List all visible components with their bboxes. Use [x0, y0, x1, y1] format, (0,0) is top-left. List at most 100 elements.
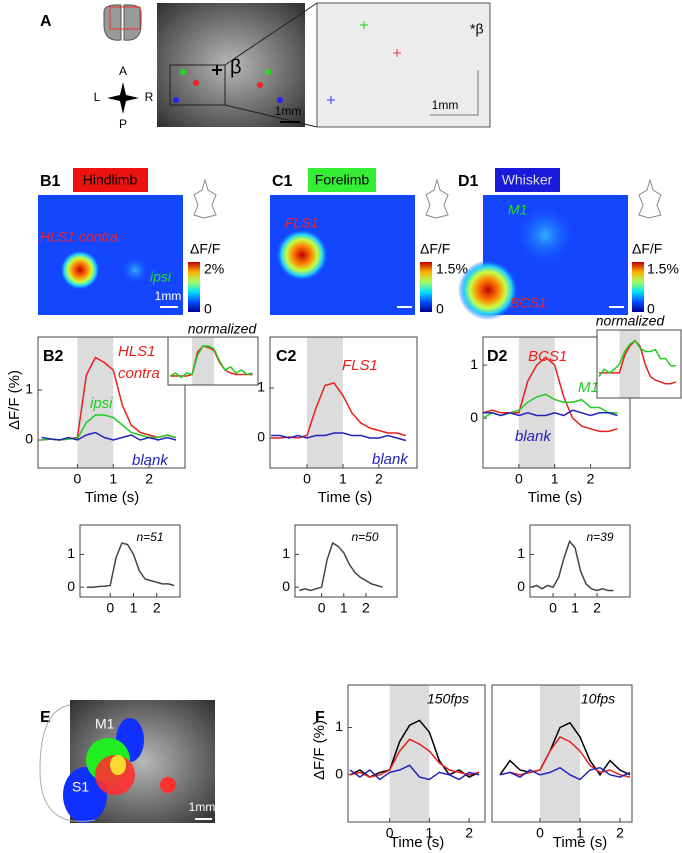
- region-label: BCS1: [510, 295, 547, 311]
- x-tick-label: 0: [549, 600, 557, 616]
- heatmap-blob: [276, 229, 328, 281]
- plot-area: [269, 336, 418, 469]
- series-line: [87, 542, 175, 588]
- series-line: [530, 539, 614, 592]
- series-label: HLS1 contra: [118, 343, 160, 382]
- heatmap-blob: [60, 250, 100, 290]
- annotation: n=51: [136, 530, 163, 544]
- panel-label: A: [40, 13, 52, 30]
- x-tick-label: 2: [362, 600, 370, 616]
- stimulus-span: [619, 330, 641, 398]
- y-tick-label: 0: [67, 578, 75, 594]
- series-line: [483, 409, 618, 417]
- panel-label: F: [315, 709, 325, 726]
- scale-label: 1mm: [155, 289, 182, 303]
- x-tick-label: 1: [551, 471, 559, 487]
- heatmap-blob: [458, 260, 518, 320]
- x-tick-label: 0: [536, 825, 544, 841]
- heatmap-blob: [121, 256, 149, 284]
- compass-label: L: [94, 90, 101, 104]
- y-tick-label: 1: [517, 545, 525, 561]
- x-tick-label: 2: [616, 825, 624, 841]
- x-tick-label: 2: [587, 471, 595, 487]
- plot-area: [79, 524, 181, 598]
- mouse-icon: [638, 178, 662, 219]
- scale-label: 1mm: [275, 104, 302, 118]
- x-tick-label: 1: [576, 825, 584, 841]
- annotation: n=39: [586, 530, 613, 544]
- series-line: [499, 766, 631, 781]
- x-tick-label: 2: [145, 471, 153, 487]
- stimulus-span: [389, 685, 430, 822]
- y-tick-label: 0: [470, 409, 478, 425]
- x-tick-label: 2: [153, 600, 161, 616]
- colorbar-label: ΔF/F: [420, 241, 450, 257]
- annotation: 10fps: [581, 691, 615, 707]
- region-label: M1: [95, 716, 115, 732]
- colorbar-min: 0: [647, 301, 655, 317]
- mouse-icon: [425, 178, 449, 219]
- x-tick-label: 2: [375, 471, 383, 487]
- x-axis-label: Time (s): [85, 489, 139, 506]
- heatmap: [38, 195, 183, 315]
- y-tick-label: 0: [282, 578, 290, 594]
- x-axis-label: Time (s): [528, 489, 582, 506]
- stimulus-box: [308, 168, 376, 192]
- x-axis-label: Time (s): [390, 834, 444, 851]
- brain-icon: [103, 4, 142, 41]
- region-label: S1: [72, 779, 89, 795]
- y-tick-label: 1: [335, 718, 343, 734]
- colorbar-max: 1.5%: [436, 261, 468, 277]
- series-label: BCS1: [528, 348, 567, 365]
- panel-label: B2: [43, 348, 64, 365]
- series-line: [299, 541, 383, 592]
- x-tick-label: 0: [386, 825, 394, 841]
- zoom-region: [169, 64, 226, 106]
- panel-label: D1: [458, 173, 479, 190]
- region-label: FLS1: [285, 215, 318, 231]
- stimulus-label: Hindlimb: [83, 172, 138, 188]
- x-axis-label: Time (s): [318, 489, 372, 506]
- x-tick-label: 1: [571, 600, 579, 616]
- plot-area: [482, 336, 631, 469]
- series-label: blank: [515, 428, 552, 445]
- colorbar-label: ΔF/F: [190, 241, 220, 257]
- compass-label: P: [119, 117, 127, 131]
- heatmap-blob: [515, 205, 575, 265]
- colorbar-label: ΔF/F: [632, 241, 662, 257]
- series-line: [41, 431, 177, 441]
- series-line: [499, 721, 631, 777]
- stimulus-box: [73, 168, 148, 192]
- mouse-icon: [193, 178, 217, 219]
- compass-label: A: [119, 64, 127, 78]
- x-tick-label: 0: [515, 471, 523, 487]
- x-tick-label: 1: [109, 471, 117, 487]
- series-line: [169, 345, 253, 379]
- y-tick-label: 0: [257, 429, 265, 445]
- compass-label: R: [145, 90, 154, 104]
- colorbar: [188, 262, 200, 312]
- stimulus-label: Whisker: [502, 172, 553, 188]
- markers: [327, 21, 401, 104]
- markers: [173, 65, 283, 103]
- y-tick-label: 1: [282, 545, 290, 561]
- x-tick-label: 1: [340, 600, 348, 616]
- annotation: normalized: [188, 321, 258, 337]
- series-line: [482, 356, 618, 433]
- annotation: normalized: [596, 313, 666, 329]
- stimulus-box: [495, 168, 560, 192]
- scale-label: 1mm: [189, 800, 216, 814]
- region-label: HLS1 contra: [40, 229, 118, 245]
- scale-bar: [430, 70, 479, 116]
- stimulus-span: [192, 337, 215, 385]
- x-tick-label: 2: [465, 825, 473, 841]
- panel-label: C1: [272, 173, 293, 190]
- compass: [107, 82, 139, 114]
- x-tick-label: 1: [130, 600, 138, 616]
- region-label: ipsi: [150, 269, 172, 285]
- series-line: [499, 736, 631, 778]
- series-label: M1: [578, 379, 599, 396]
- annotation: n=50: [351, 530, 378, 544]
- y-tick-label: 0: [25, 431, 33, 447]
